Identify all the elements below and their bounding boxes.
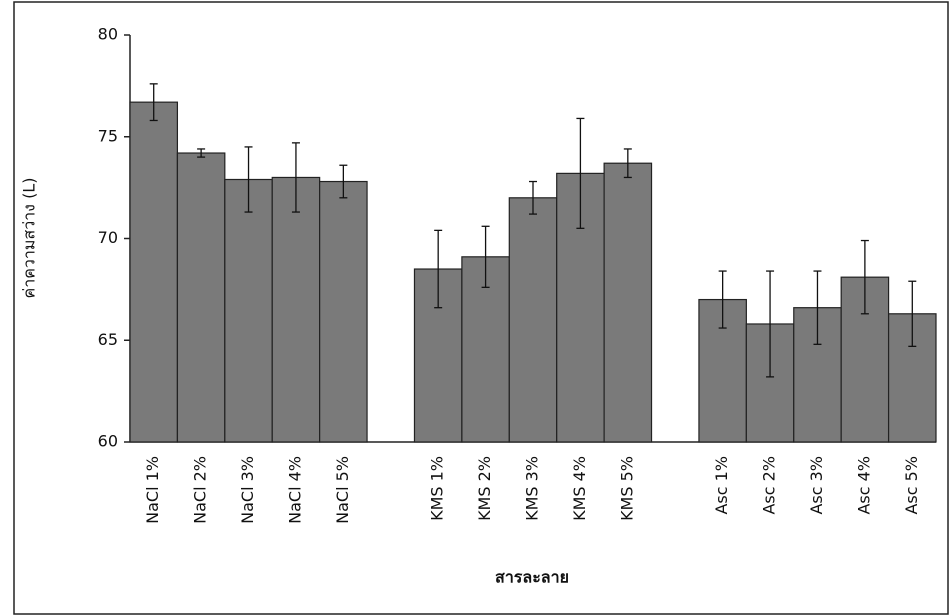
y-tick-label: 80 [98, 25, 118, 44]
y-tick-label: 60 [98, 432, 118, 451]
x-axis-label: สารละลาย [495, 568, 569, 587]
x-tick-label: KMS 2% [475, 456, 494, 521]
x-tick-label: NaCl 4% [285, 456, 304, 524]
x-tick-label: Asc 1% [712, 456, 731, 515]
x-tick-label: NaCl 1% [143, 456, 162, 524]
y-axis-label: ค่าความสว่าง (L) [20, 178, 39, 299]
y-tick-label: 70 [98, 228, 118, 247]
y-tick-label: 75 [98, 126, 118, 145]
x-tick-label: NaCl 2% [191, 456, 210, 524]
x-tick-label: Asc 4% [854, 456, 873, 515]
bar [130, 102, 177, 442]
y-tick-label: 65 [98, 330, 118, 349]
chart: ค่าความสว่าง (L) สารละลาย 60 65 70 75 80 NaCl… [0, 0, 951, 616]
x-tick-label: Asc 3% [807, 456, 826, 515]
x-tick-label: Asc 5% [902, 456, 921, 515]
bar [177, 153, 224, 442]
x-tick-label: KMS 5% [617, 456, 636, 521]
bar [509, 198, 556, 442]
x-tick-label: KMS 4% [570, 456, 589, 521]
x-tick-label: KMS 3% [523, 456, 542, 521]
bar [272, 177, 319, 442]
x-tick-label: NaCl 3% [238, 456, 257, 524]
bar [320, 182, 367, 442]
bar [604, 163, 651, 442]
x-tick-label: Asc 2% [760, 456, 779, 515]
bar [225, 179, 272, 442]
x-tick-label: NaCl 5% [333, 456, 352, 524]
x-tick-label: KMS 1% [428, 456, 447, 521]
